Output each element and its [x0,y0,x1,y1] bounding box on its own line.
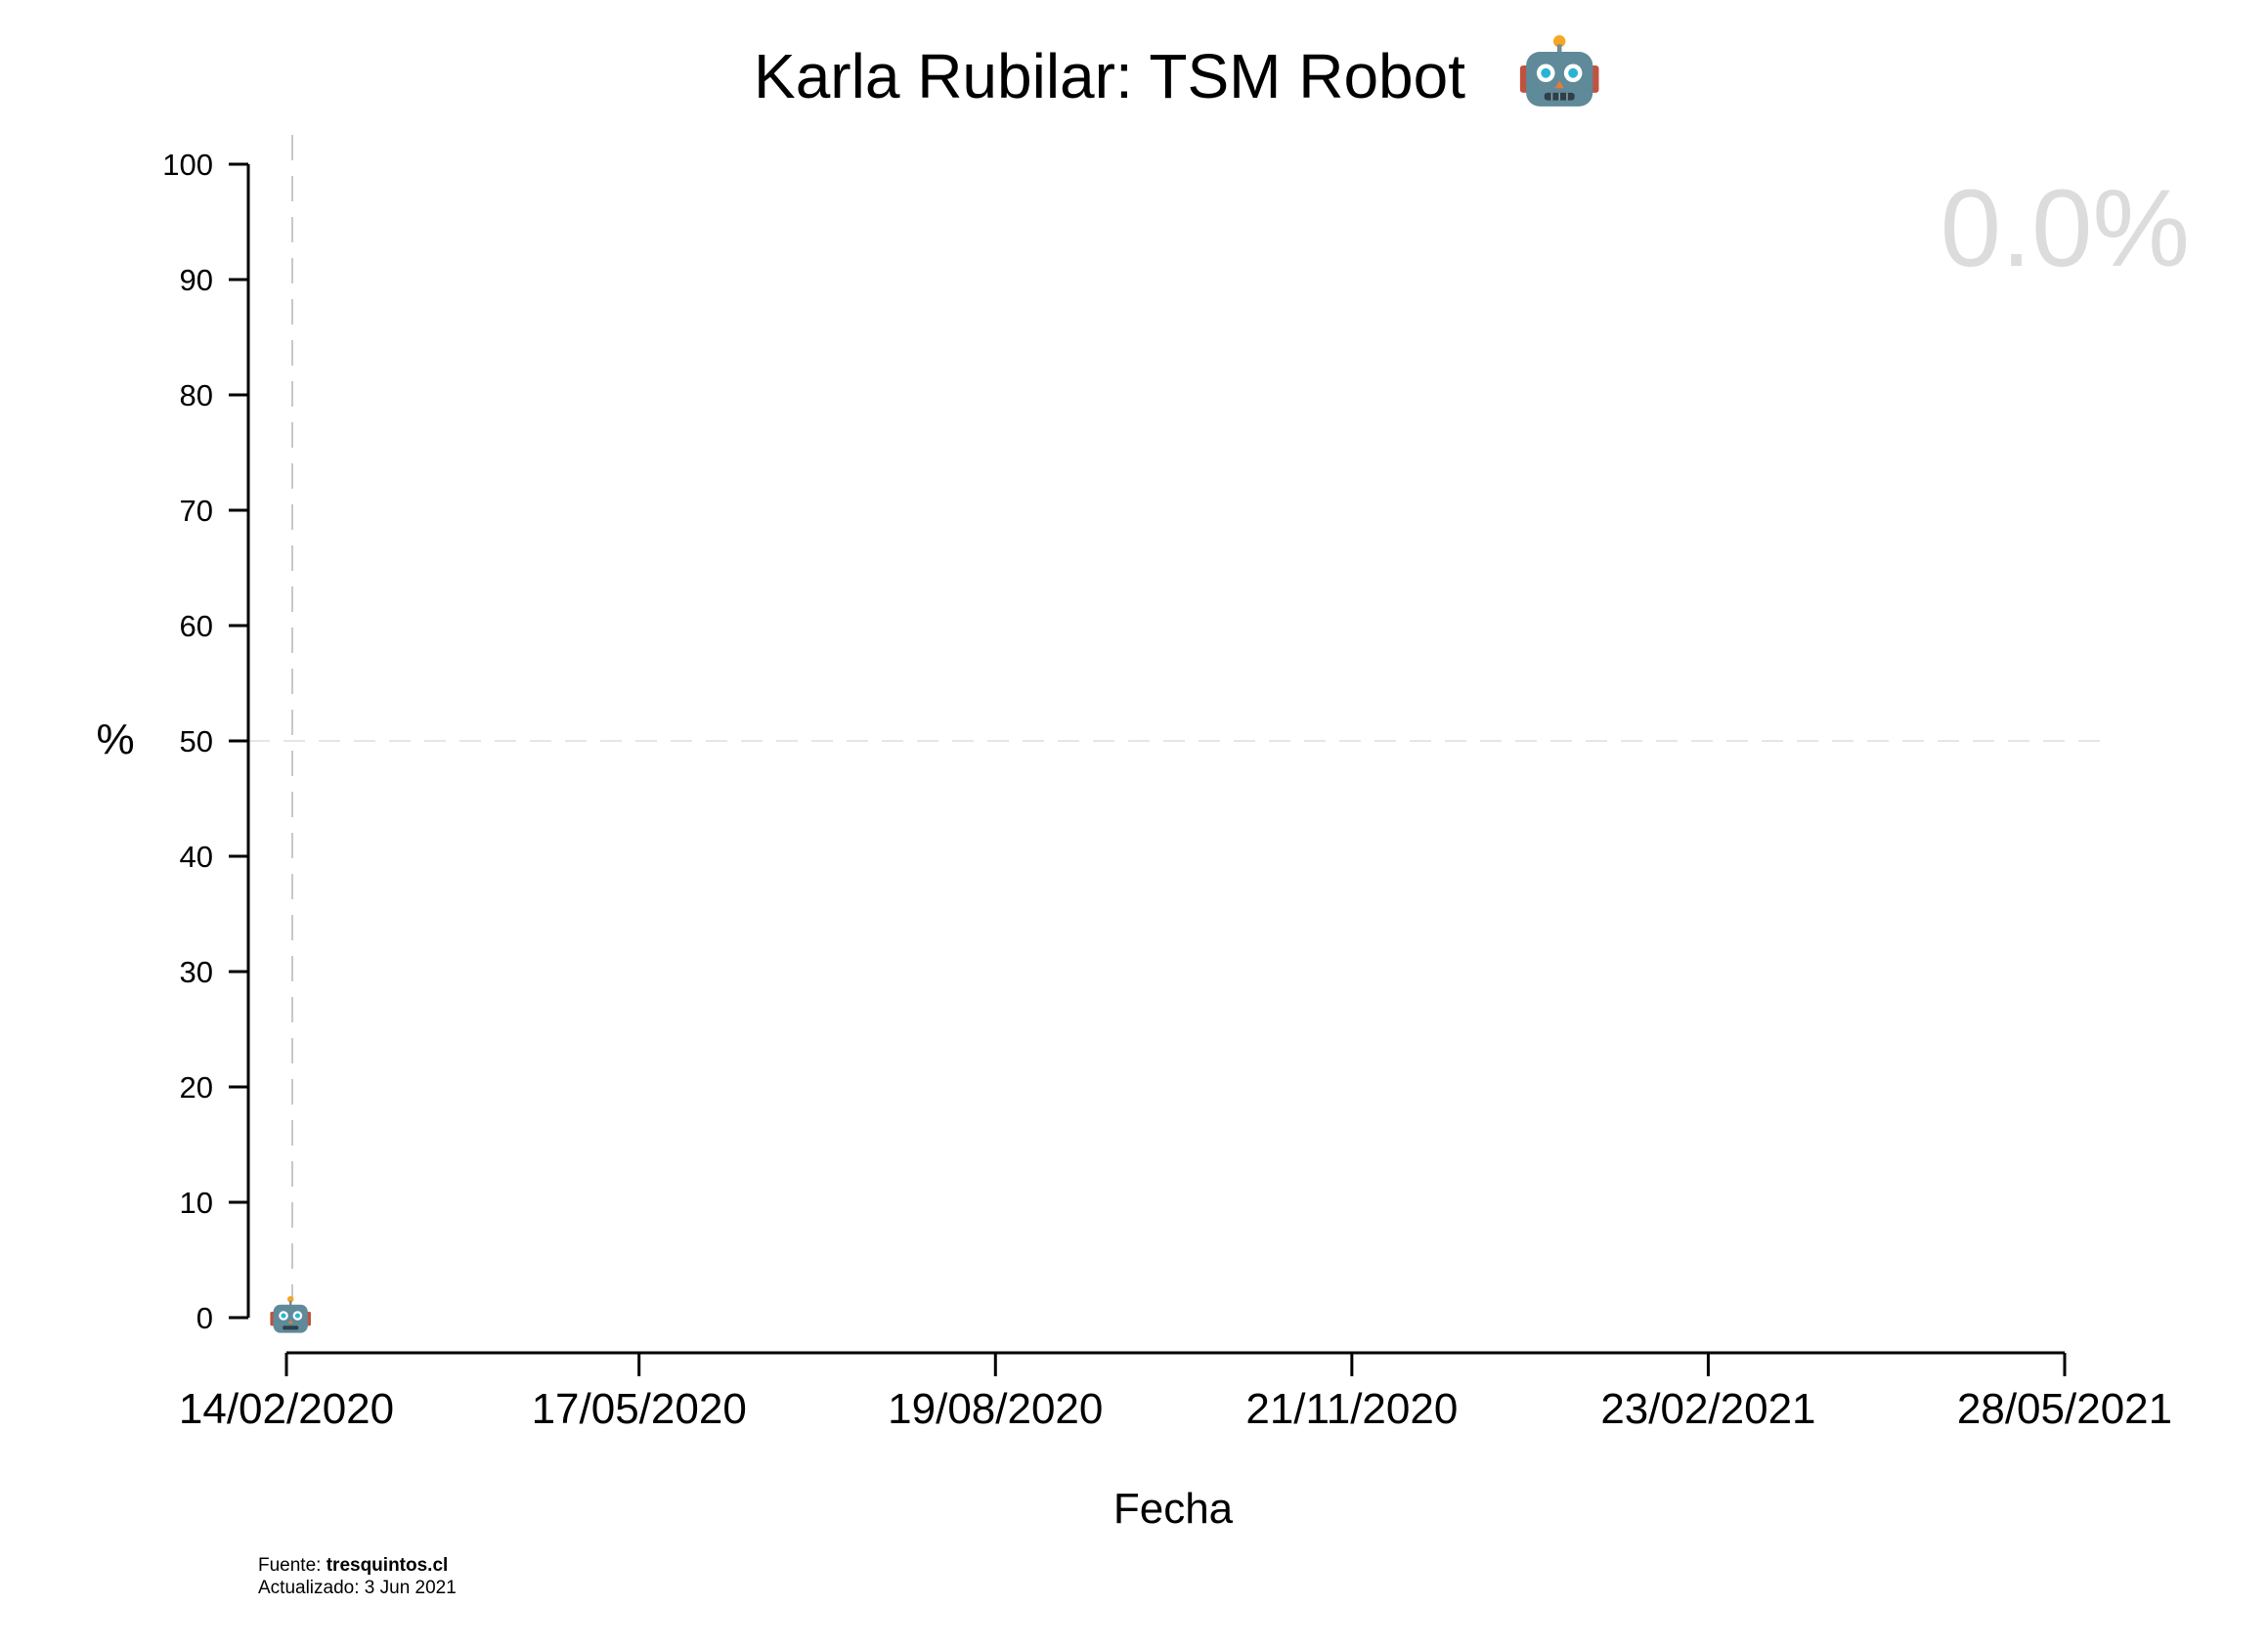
y-axis-label: % [96,716,134,763]
y-tick-label: 80 [180,378,213,412]
y-tick-label: 0 [196,1301,213,1335]
current-value-label: 0.0% [1941,167,2190,289]
robot-icon [1519,35,1599,107]
y-tick-label: 10 [180,1186,213,1220]
source-name: tresquintos.cl [326,1555,449,1576]
y-tick-label: 40 [180,840,213,874]
x-tick-label: 17/05/2020 [532,1385,747,1433]
x-tick-label: 14/02/2020 [179,1385,394,1433]
chart-title: Karla Rubilar: TSM Robot [754,41,1465,111]
x-axis-label: Fecha [1113,1485,1234,1533]
updated-line: Actualizado: 3 Jun 2021 [258,1578,457,1598]
x-tick-label: 23/02/2021 [1600,1385,1815,1433]
y-tick-label: 90 [180,263,213,297]
robot-icon [270,1296,311,1333]
y-tick-label: 100 [162,148,213,182]
y-axis-ticks: 0 10 20 30 40 50 60 70 80 90 100 [162,148,248,1335]
y-tick-label: 50 [180,724,213,759]
source-line: Fuente: tresquintos.cl [258,1554,457,1577]
x-axis-ticks: 14/02/2020 17/05/2020 19/08/2020 21/11/2020… [179,1353,2172,1433]
source-prefix: Fuente: [258,1555,327,1576]
footer: Fuente: tresquintos.cl Actualizado: 3 Ju… [258,1554,457,1599]
x-tick-label: 19/08/2020 [888,1385,1103,1433]
y-tick-label: 20 [180,1070,213,1105]
chart-title-group: Karla Rubilar: TSM Robot [754,35,1599,111]
series-points [270,1296,311,1333]
x-tick-label: 21/11/2020 [1245,1385,1458,1433]
y-tick-label: 70 [180,494,213,528]
x-tick-label: 28/05/2021 [1957,1385,2172,1433]
y-tick-label: 30 [180,955,213,989]
y-tick-label: 60 [180,609,213,643]
